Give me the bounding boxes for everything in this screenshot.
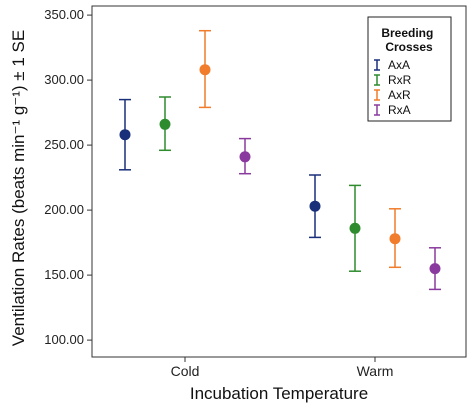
x-axis: Cold Warm bbox=[171, 357, 394, 379]
data-point bbox=[309, 200, 321, 212]
data-point bbox=[389, 233, 401, 245]
data-point bbox=[429, 263, 441, 275]
legend-label: AxA bbox=[388, 58, 410, 72]
x-axis-title: Incubation Temperature bbox=[190, 384, 368, 403]
y-tick-label: 150.00 bbox=[44, 267, 84, 282]
y-axis: 100.00 150.00 200.00 250.00 300.00 350.00 bbox=[44, 7, 92, 347]
legend-label: RxR bbox=[388, 73, 412, 87]
legend-label: AxR bbox=[388, 88, 411, 102]
y-tick-label: 350.00 bbox=[44, 7, 84, 22]
data-point bbox=[119, 129, 131, 141]
legend-box bbox=[367, 16, 452, 122]
legend-title: Breeding Crosses bbox=[381, 26, 436, 54]
data-point bbox=[239, 151, 251, 163]
y-tick-label: 300.00 bbox=[44, 72, 84, 87]
y-tick-label: 250.00 bbox=[44, 137, 84, 152]
x-tick-label: Cold bbox=[171, 363, 200, 379]
data-point bbox=[159, 118, 171, 130]
legend-title-line-2: Crosses bbox=[385, 40, 433, 54]
y-tick-label: 200.00 bbox=[44, 202, 84, 217]
data-point bbox=[349, 222, 361, 234]
legend-label: RxA bbox=[388, 103, 411, 117]
legend-title-line-1: Breeding bbox=[381, 26, 433, 40]
data-point bbox=[199, 64, 211, 76]
x-tick-label: Warm bbox=[357, 363, 394, 379]
y-tick-label: 100.00 bbox=[44, 332, 84, 347]
data-marks bbox=[119, 29, 441, 291]
y-axis-title: Ventilation Rates (beats min⁻¹ g⁻¹) ± 1 … bbox=[9, 30, 28, 346]
